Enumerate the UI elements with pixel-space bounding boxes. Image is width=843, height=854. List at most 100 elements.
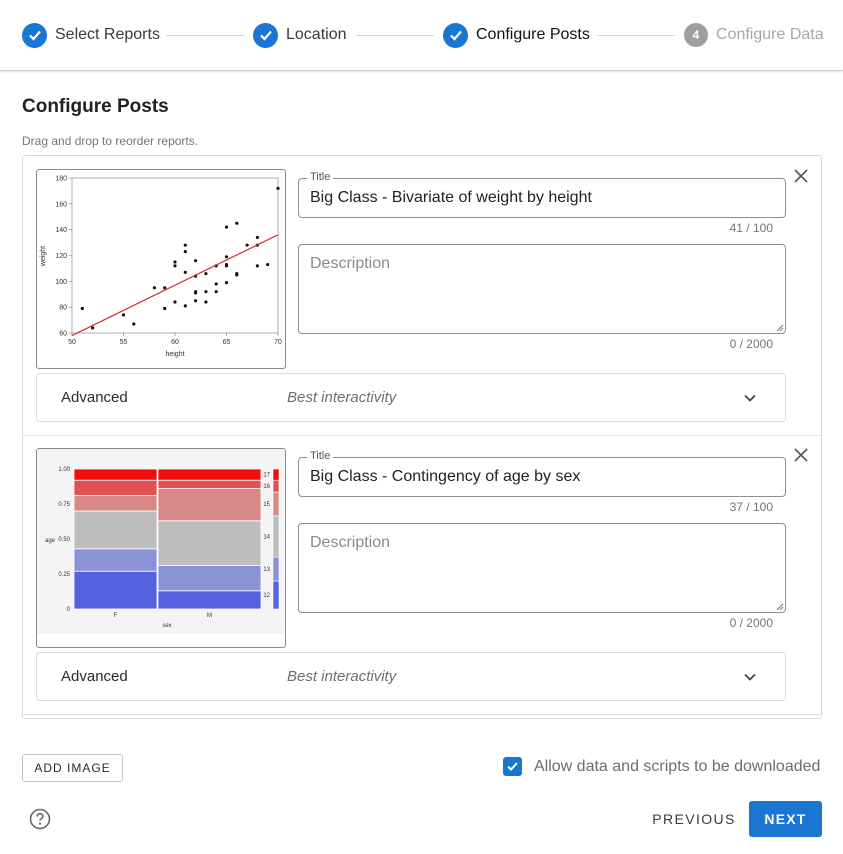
scatter-point	[163, 306, 167, 311]
chevron-down-icon[interactable]	[743, 391, 757, 405]
chevron-down-icon[interactable]	[743, 670, 757, 684]
scatter-point	[204, 300, 208, 304]
step-configure-posts[interactable]: Configure Posts	[443, 22, 590, 48]
next-button[interactable]: NEXT	[749, 801, 822, 837]
scatter-point	[214, 290, 218, 294]
y-tick-label: 180	[55, 176, 67, 183]
x-tick-label: M	[207, 613, 212, 619]
step-label: Select Reports	[55, 26, 160, 43]
title-input[interactable]: Big Class - Contingency of age by sex	[310, 468, 581, 485]
x-tick-label: 65	[223, 339, 231, 346]
advanced-panel[interactable]: Advanced Best interactivity	[36, 373, 786, 422]
close-icon[interactable]	[789, 164, 813, 188]
x-axis-label: sex	[162, 623, 171, 629]
step-connector	[166, 35, 244, 36]
mosaic-cell	[73, 510, 158, 550]
advanced-value: Best interactivity	[287, 389, 397, 406]
previous-button[interactable]: PREVIOUS	[652, 811, 736, 827]
title-field[interactable]: Title Big Class - Contingency of age by …	[298, 450, 786, 497]
legend-swatch	[272, 468, 280, 481]
x-tick-label: 50	[68, 339, 76, 346]
legend-swatch	[272, 556, 280, 582]
x-tick-label: 55	[120, 339, 128, 346]
step-configure-data: 4 Configure Data	[684, 22, 824, 48]
scatter-point	[194, 290, 198, 294]
y-tick-label: 0.50	[58, 537, 70, 543]
mosaic-cell	[157, 479, 262, 490]
scatter-point	[173, 300, 177, 304]
scatter-point	[204, 290, 208, 294]
scatter-point	[183, 304, 187, 308]
x-tick-label: F	[114, 613, 118, 619]
legend-label: 15	[263, 502, 270, 508]
scatter-point	[132, 322, 136, 326]
y-tick-label: 0.25	[58, 572, 70, 578]
allow-download-checkbox[interactable]	[503, 757, 522, 776]
y-tick-label: 80	[59, 305, 67, 312]
post-card[interactable]: 60 80 100 120 140 160 180 50 55 60 65 70 weight he…	[23, 156, 821, 435]
title-field[interactable]: Title Big Class - Bivariate of weight by…	[298, 171, 786, 218]
page-title: Configure Posts	[22, 96, 169, 117]
y-tick-label: 1.00	[58, 467, 70, 473]
mosaic-cell	[73, 468, 158, 481]
resize-handle-icon[interactable]	[776, 324, 784, 332]
y-tick-label: 120	[55, 253, 67, 260]
x-axis-label: height	[165, 351, 184, 358]
posts-list: 60 80 100 120 140 160 180 50 55 60 65 70 weight he…	[22, 155, 822, 719]
allow-download-option[interactable]: Allow data and scripts to be downloaded	[503, 757, 820, 776]
legend-swatch	[272, 515, 280, 558]
post-thumbnail[interactable]: 0 0.25 0.50 0.75 1.00 F M 12 13 14 15 16 17 age se…	[36, 448, 286, 648]
mosaic-cell	[157, 565, 262, 592]
y-tick-label: 140	[55, 227, 67, 234]
scatter-point	[255, 264, 259, 268]
title-field-label: Title	[307, 171, 334, 183]
title-counter: 41 / 100	[729, 221, 773, 235]
step-connector	[356, 35, 434, 36]
description-field[interactable]: Description	[298, 523, 786, 613]
legend-swatch	[272, 491, 280, 517]
title-input[interactable]: Big Class - Bivariate of weight by heigh…	[310, 189, 592, 206]
mosaic-chart: 0 0.25 0.50 0.75 1.00 F M 12 13 14 15 16 17 age se…	[37, 449, 285, 634]
post-thumbnail[interactable]: 60 80 100 120 140 160 180 50 55 60 65 70 weight he…	[36, 169, 286, 369]
legend-label: 14	[263, 535, 270, 541]
stepper: Select Reports Location Configure Posts …	[0, 0, 843, 71]
title-counter: 37 / 100	[729, 500, 773, 514]
advanced-label: Advanced	[61, 389, 128, 406]
x-tick-label: 70	[274, 339, 282, 346]
fit-line	[71, 234, 279, 337]
y-axis-label: age	[45, 538, 56, 544]
legend-label: 12	[263, 593, 270, 599]
mosaic-cell	[73, 548, 158, 572]
description-placeholder: Description	[310, 534, 391, 551]
scatter-point	[183, 250, 187, 254]
scatter-point	[224, 225, 229, 229]
step-select-reports[interactable]: Select Reports	[22, 22, 160, 48]
step-label: Location	[286, 26, 347, 43]
legend-swatch	[272, 580, 280, 610]
add-image-button[interactable]: ADD IMAGE	[22, 754, 123, 782]
step-label: Configure Data	[716, 26, 824, 43]
scatter-point	[235, 271, 239, 276]
step-location[interactable]: Location	[253, 22, 347, 48]
description-placeholder: Description	[310, 255, 391, 272]
mosaic-cell	[157, 468, 262, 481]
close-icon[interactable]	[789, 443, 813, 467]
plot-frame	[71, 177, 279, 334]
advanced-panel[interactable]: Advanced Best interactivity	[36, 652, 786, 701]
scatter-point	[163, 286, 167, 290]
help-icon[interactable]	[29, 808, 51, 830]
description-field[interactable]: Description	[298, 244, 786, 334]
y-axis-label: weight	[40, 246, 47, 267]
legend-swatch	[272, 479, 280, 493]
description-counter: 0 / 2000	[729, 337, 773, 351]
mosaic-cell	[157, 520, 262, 567]
step-number: 4	[684, 23, 708, 47]
scatter-point	[194, 299, 198, 303]
post-card[interactable]: 0 0.25 0.50 0.75 1.00 F M 12 13 14 15 16 17 age se…	[23, 435, 821, 714]
divider	[23, 714, 821, 715]
resize-handle-icon[interactable]	[776, 603, 784, 611]
y-tick-label: 100	[55, 279, 67, 286]
step-connector	[597, 35, 675, 36]
y-tick-label: 0	[67, 607, 71, 613]
scatter-point	[276, 186, 280, 190]
